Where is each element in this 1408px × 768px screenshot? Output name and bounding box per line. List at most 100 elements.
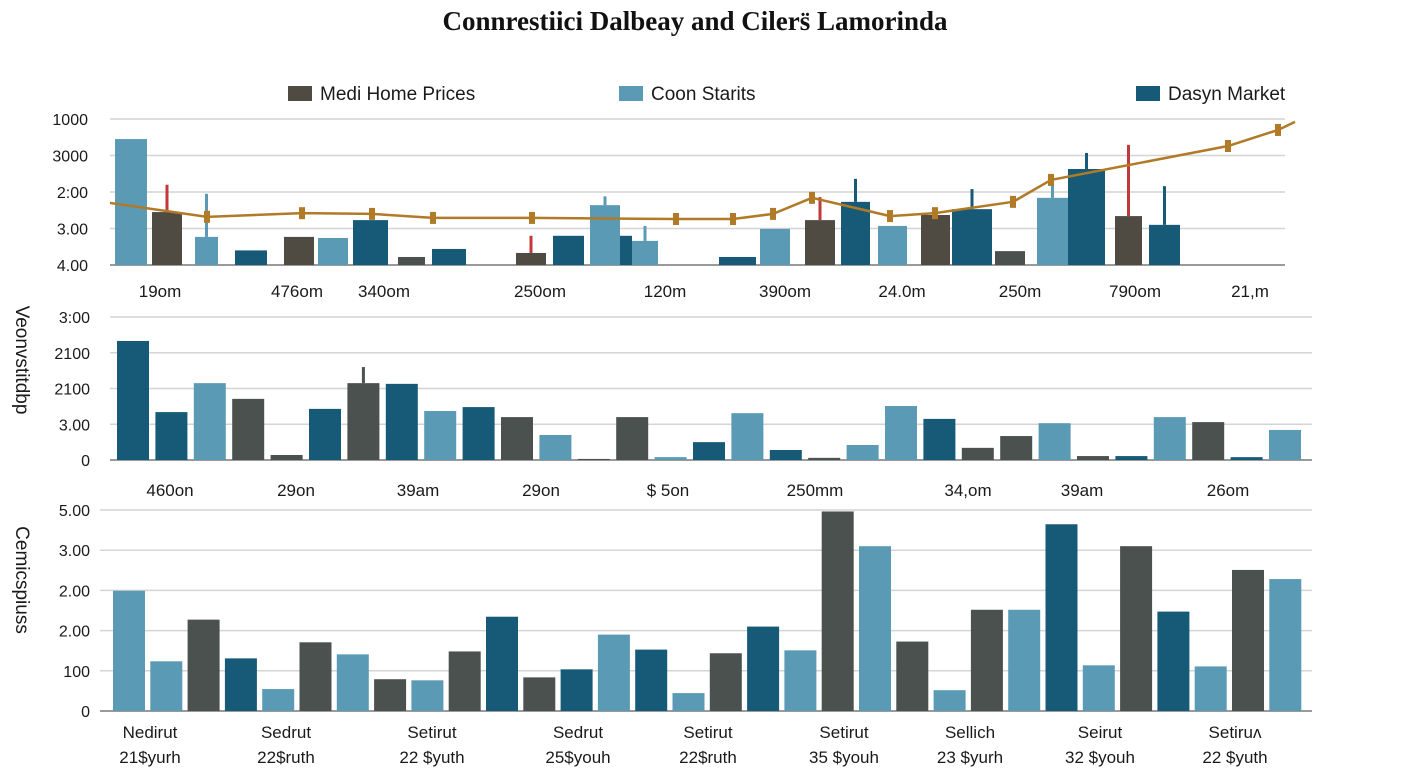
bar-light	[731, 413, 764, 460]
bar-gray	[896, 641, 929, 711]
bar-teal	[117, 340, 149, 460]
x-tick-label: 250mm	[787, 481, 844, 500]
trend-line	[109, 120, 1296, 221]
x-tick-sublabel: 23 $yurh	[937, 748, 1003, 767]
bar-teal	[1115, 456, 1148, 460]
x-tick-sublabel: 22 $yuth	[399, 748, 464, 767]
bar-light	[1269, 579, 1302, 711]
bar-light	[1038, 423, 1071, 460]
y-tick-label: 2100	[54, 382, 90, 399]
x-tick-label: 250m	[999, 282, 1042, 301]
bar-light	[195, 236, 218, 265]
bar-teal	[1230, 457, 1263, 460]
y-tick-label: 100	[63, 664, 90, 681]
bar-light	[885, 406, 917, 460]
bar-teal	[841, 201, 870, 265]
bar-teal	[1157, 611, 1190, 711]
trend-marker	[299, 207, 305, 220]
bar-gray	[1192, 422, 1225, 460]
trend-marker	[809, 191, 815, 204]
bar-light	[262, 689, 295, 711]
trend-marker	[673, 213, 679, 226]
legend-label-0: Medi Home Prices	[320, 84, 475, 105]
x-tick-label: 120m	[644, 282, 687, 301]
bar-teal	[1068, 169, 1105, 265]
legend-label-2: Dasyn Market	[1168, 84, 1286, 105]
x-tick-label: 19om	[139, 282, 182, 301]
bar-brown	[516, 252, 546, 265]
x-tick-label: Sedrut	[553, 723, 603, 742]
x-tick-label: Setirut	[683, 723, 732, 742]
bar-teal	[385, 383, 418, 460]
bar-teal	[620, 235, 632, 265]
bar-light	[784, 650, 817, 711]
legend-label-1: Coon Starits	[651, 84, 756, 105]
bar-gray	[961, 447, 994, 460]
trend-marker	[770, 207, 776, 220]
bar-light	[1269, 429, 1301, 460]
x-tick-label: 29on	[277, 481, 315, 500]
bar-teal	[224, 658, 257, 711]
bar-teal	[635, 649, 668, 711]
bar-light	[424, 411, 457, 460]
y-tick-label: 2100	[54, 346, 90, 363]
bar-light	[115, 139, 147, 265]
bar-gray	[398, 256, 425, 265]
x-tick-label: Setirut	[407, 723, 456, 742]
bar-gray	[523, 677, 556, 711]
bar-gray	[1000, 436, 1033, 460]
bar-gray	[501, 417, 533, 460]
bar-gray	[577, 458, 610, 460]
bar-teal	[432, 248, 466, 265]
bar-light	[113, 590, 145, 711]
bar-teal	[553, 235, 584, 265]
bar-brown	[1115, 216, 1142, 265]
x-tick-label: 26om	[1207, 481, 1250, 500]
bar-gray	[299, 642, 332, 711]
x-tick-label: 460on	[146, 481, 193, 500]
bar-gray	[187, 619, 220, 711]
chart-title: Connrestiici Dalbeay and Cilers̈ Lamorin…	[442, 6, 948, 36]
bar-gray	[232, 398, 265, 460]
bar-gray	[709, 653, 742, 711]
bar-light	[632, 240, 658, 265]
bar-gray	[616, 417, 649, 460]
bar-light	[654, 457, 687, 460]
bar-light	[1153, 417, 1186, 460]
x-tick-label: 390om	[759, 282, 811, 301]
bar-gray	[995, 251, 1025, 265]
x-tick-label: 39am	[1061, 481, 1104, 500]
bar-gray	[821, 511, 854, 711]
x-tick-label: Sedrut	[261, 723, 311, 742]
x-tick-label: 790om	[1109, 282, 1161, 301]
bar-teal	[719, 256, 756, 265]
x-tick-label: 340om	[358, 282, 410, 301]
bar-teal	[309, 408, 341, 460]
bar-teal	[155, 412, 188, 460]
bar-gray	[374, 679, 407, 711]
trend-marker	[730, 213, 736, 226]
bar-gray	[448, 651, 481, 711]
bar-gray	[270, 454, 303, 460]
legend-swatch-0	[288, 86, 312, 101]
y-tick-label: 3.00	[59, 543, 90, 560]
x-tick-sublabel: 22 $yuth	[1202, 748, 1267, 767]
x-tick-sublabel: 21$yurh	[119, 748, 180, 767]
y-tick-label: 0	[81, 704, 90, 721]
x-tick-label: 21,m	[1231, 282, 1269, 301]
trend-marker	[887, 210, 893, 223]
bar-teal	[693, 442, 725, 460]
y-tick-label: 2.00	[59, 583, 90, 600]
bar-light	[1037, 197, 1068, 265]
bar-brown	[284, 236, 314, 265]
y-axis-label: Veonvstitdbp	[11, 306, 32, 415]
x-tick-sublabel: 35 $youh	[809, 748, 879, 767]
y-tick-label: 2:00	[57, 185, 88, 202]
x-tick-label: Nedirut	[123, 723, 178, 742]
bar-brown	[805, 220, 835, 265]
bar-light	[150, 661, 183, 711]
bar-brown	[152, 212, 182, 265]
trend-marker	[1225, 140, 1231, 153]
x-tick-sublabel: 32 $youh	[1065, 748, 1135, 767]
